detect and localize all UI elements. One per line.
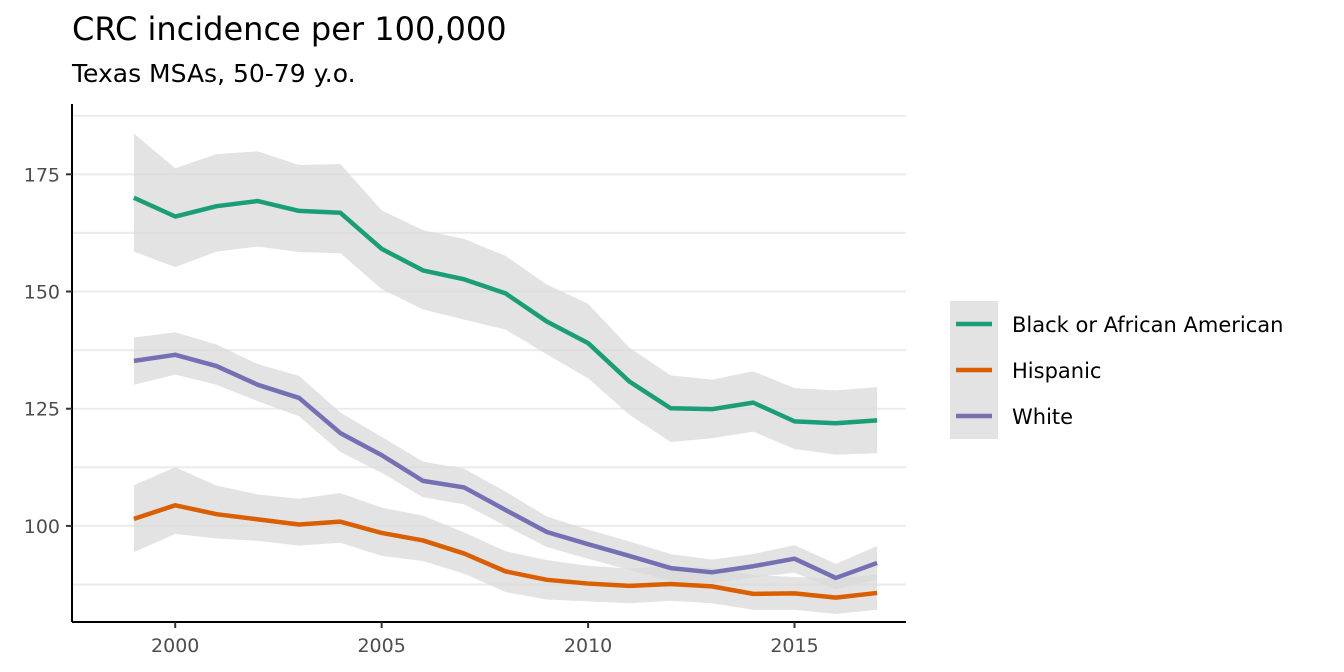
legend: Black or African American Hispanic White xyxy=(950,301,1283,439)
series-line-0 xyxy=(133,195,878,426)
series-lines xyxy=(133,195,878,600)
y-tick-label: 150 xyxy=(24,282,60,304)
series-line-1 xyxy=(133,503,878,600)
legend-label: White xyxy=(1012,405,1073,429)
confidence-bands xyxy=(133,133,878,615)
axes: 100 125 150 175 2000 2005 2010 2015 xyxy=(24,104,906,657)
legend-label: Black or African American xyxy=(1012,313,1283,337)
chart-subtitle: Texas MSAs, 50-79 y.o. xyxy=(71,59,356,88)
y-tick-label: 125 xyxy=(24,399,60,421)
y-tick-label: 100 xyxy=(24,516,60,538)
series-line-2 xyxy=(133,352,878,581)
y-tick-label: 175 xyxy=(24,164,60,186)
x-tick-label: 2015 xyxy=(770,635,818,657)
legend-label: Hispanic xyxy=(1012,359,1101,383)
chart-title: CRC incidence per 100,000 xyxy=(72,10,507,48)
x-tick-label: 2005 xyxy=(357,635,405,657)
x-tick-label: 2000 xyxy=(151,635,199,657)
confidence-band-2 xyxy=(133,332,878,590)
x-tick-label: 2010 xyxy=(564,635,612,657)
